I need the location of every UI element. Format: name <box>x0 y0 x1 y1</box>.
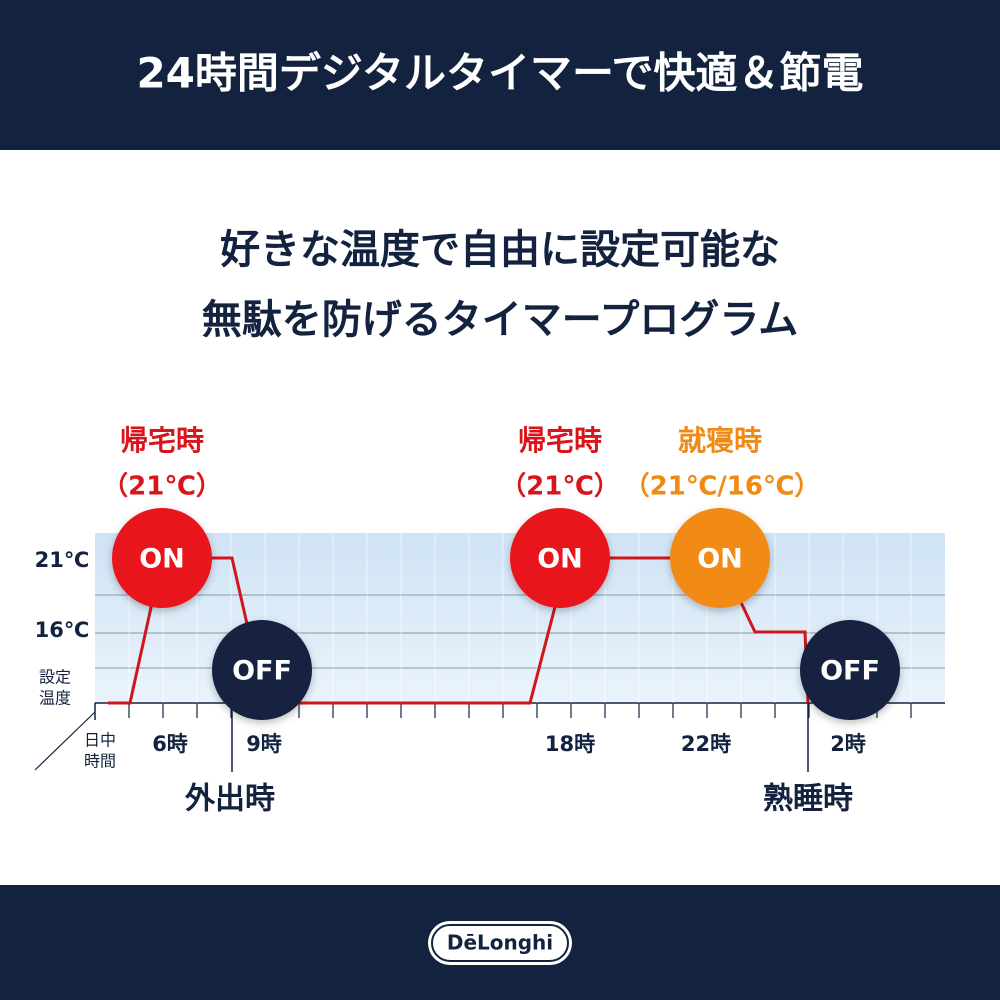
x-label: 6時 <box>152 732 188 756</box>
logo: DēLonghi <box>447 931 553 955</box>
off-circle <box>212 620 312 720</box>
logo-ring <box>431 924 569 962</box>
state-label: ON <box>697 544 743 575</box>
event-detail: （21℃） <box>102 472 222 502</box>
x-label: 9時 <box>246 732 282 756</box>
header-bar <box>0 0 1000 150</box>
state-label: ON <box>537 544 583 575</box>
axis-diagonal <box>34 711 96 771</box>
state-label: OFF <box>232 656 292 687</box>
state-label: OFF <box>820 656 880 687</box>
period-label: 熟睡時 <box>763 782 853 817</box>
event-detail: （21℃/16℃） <box>624 472 821 502</box>
y-label: 16℃ <box>35 618 90 642</box>
x-label: 18時 <box>545 732 595 756</box>
y-axis-title: 設定 <box>39 668 71 687</box>
headline: 好きな温度で自由に設定可能な <box>220 227 780 273</box>
state-label: ON <box>139 544 185 575</box>
x-label: 2時 <box>830 732 866 756</box>
logo-badge <box>428 921 572 965</box>
y-axis-title: 温度 <box>39 689 71 708</box>
on-circle <box>510 508 610 608</box>
headline: 無駄を防げるタイマープログラム <box>202 297 798 343</box>
x-axis-title: 日中 <box>84 731 116 750</box>
event-detail: （21℃） <box>500 472 620 502</box>
event-label: 帰宅時 <box>120 424 204 457</box>
event-label: 就寝時 <box>678 424 762 457</box>
header-title: 24時間デジタルタイマーで快適＆節電 <box>136 49 863 98</box>
y-label: 21℃ <box>35 548 90 572</box>
event-label: 帰宅時 <box>518 424 602 457</box>
x-axis-title: 時間 <box>84 752 116 771</box>
off-circle <box>800 620 900 720</box>
on-circle <box>112 508 212 608</box>
period-label: 外出時 <box>184 782 275 817</box>
on-circle <box>670 508 770 608</box>
x-label: 22時 <box>681 732 731 756</box>
